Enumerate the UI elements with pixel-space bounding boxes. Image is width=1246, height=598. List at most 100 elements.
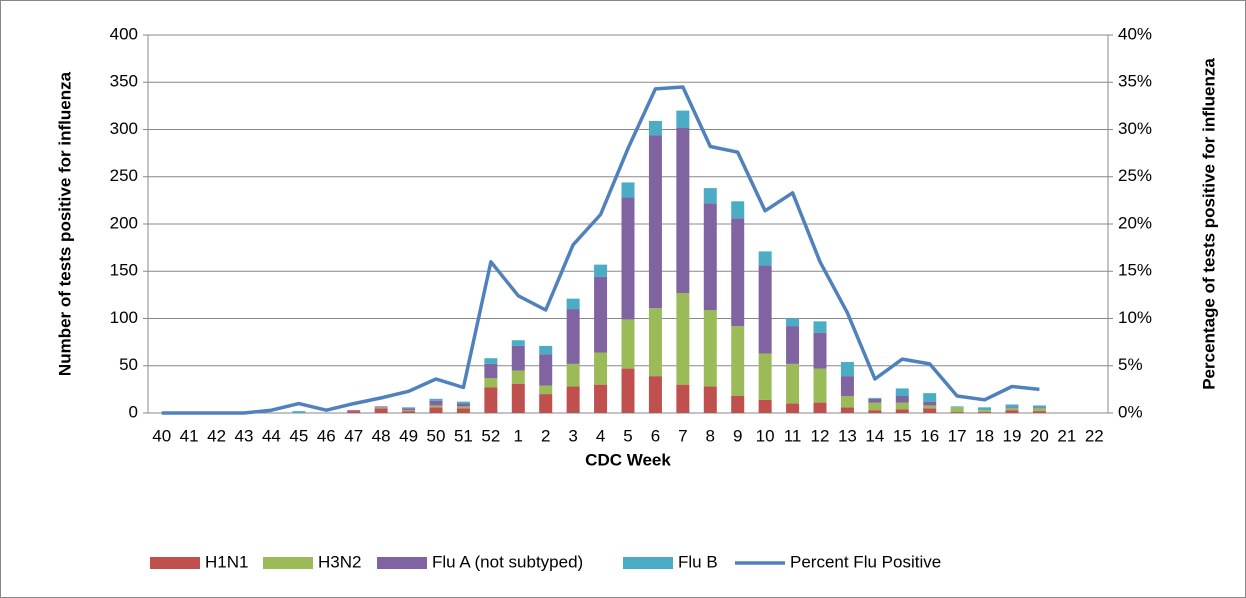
legend-label: Flu B <box>678 552 718 571</box>
x-tick-label: 50 <box>427 426 446 445</box>
bar-segment <box>813 321 827 333</box>
bar-segment <box>840 407 854 413</box>
bar-segment <box>703 188 717 204</box>
x-tick-label: 51 <box>454 426 473 445</box>
bar-segment <box>621 197 635 320</box>
bar-segment <box>374 407 388 409</box>
y2-tick-label: 15% <box>1118 261 1152 280</box>
y-tick-label: 150 <box>110 261 138 280</box>
y-tick-label: 50 <box>119 355 138 374</box>
bar-segment <box>292 411 306 413</box>
bar-segment <box>648 120 662 136</box>
bar-segment <box>895 388 909 396</box>
bar-segment <box>895 409 909 413</box>
x-tick-label: 4 <box>596 426 605 445</box>
bar-segment <box>539 385 553 395</box>
legend-swatch <box>623 557 673 569</box>
bar-segment <box>456 408 470 413</box>
bar-segment <box>1005 404 1019 408</box>
bar-segment <box>456 406 470 409</box>
x-tick-label: 41 <box>180 426 199 445</box>
bar-segment <box>868 402 882 411</box>
x-tick-label: 15 <box>893 426 912 445</box>
bar-segment <box>840 376 854 396</box>
bar-segment <box>868 398 882 403</box>
bar-segment <box>566 363 580 387</box>
x-tick-label: 52 <box>481 426 500 445</box>
bar-segment <box>566 298 580 310</box>
y2-axis-title: Percentage of tests positive for influen… <box>1199 58 1218 390</box>
bar-segment <box>347 410 361 412</box>
bar-segment <box>374 406 388 408</box>
bar-segment <box>758 251 772 266</box>
x-tick-label: 42 <box>207 426 226 445</box>
x-tick-label: 47 <box>344 426 363 445</box>
y2-tick-label: 5% <box>1118 355 1143 374</box>
bar-segment <box>594 276 608 353</box>
bar-segment <box>429 407 443 413</box>
x-tick-label: 2 <box>541 426 550 445</box>
bar-segment <box>1032 408 1046 412</box>
x-tick-label: 18 <box>975 426 994 445</box>
y-tick-label: 350 <box>110 72 138 91</box>
bar-segment <box>840 395 854 408</box>
y-tick-label: 200 <box>110 213 138 232</box>
bar-segment <box>950 407 964 413</box>
y2-tick-label: 0% <box>1118 402 1143 421</box>
bar-segment <box>621 319 635 369</box>
x-tick-label: 49 <box>399 426 418 445</box>
x-tick-label: 21 <box>1057 426 1076 445</box>
bar-segment <box>950 406 964 408</box>
x-tick-label: 1 <box>514 426 523 445</box>
legend-swatch <box>263 557 313 569</box>
bar-segment <box>1032 405 1046 408</box>
legend-swatch <box>377 557 427 569</box>
x-tick-label: 3 <box>568 426 577 445</box>
bar-segment <box>676 292 690 385</box>
bar-segment <box>539 345 553 355</box>
y2-tick-label: 40% <box>1118 24 1152 43</box>
line <box>161 85 1040 415</box>
bar-segment <box>484 378 498 388</box>
bar-segment <box>374 408 388 413</box>
bar-segment <box>402 408 416 411</box>
x-tick-label: 20 <box>1030 426 1049 445</box>
x-tick-label: 13 <box>838 426 857 445</box>
x-tick-label: 40 <box>152 426 171 445</box>
x-tick-label: 17 <box>948 426 967 445</box>
x-tick-label: 45 <box>289 426 308 445</box>
legend-label: Flu A (not subtyped) <box>432 552 583 571</box>
bar-segment <box>676 127 690 293</box>
x-tick-label: 14 <box>865 426 884 445</box>
x-axis-title: CDC Week <box>585 450 671 469</box>
bar-segment <box>1005 408 1019 411</box>
y2-tick-label: 30% <box>1118 119 1152 138</box>
bar-segment <box>429 398 443 401</box>
legend-label: H1N1 <box>205 552 248 571</box>
y2-tick-label: 20% <box>1118 213 1152 232</box>
bar-segment <box>456 401 470 404</box>
bar-segment <box>868 397 882 399</box>
bar-segment <box>347 411 361 413</box>
bar-segment <box>758 353 772 400</box>
bar-segment <box>566 309 580 364</box>
bar-segment <box>539 394 553 413</box>
bar-segment <box>978 412 992 413</box>
bar-segment <box>511 383 525 413</box>
bar-segment <box>895 402 909 410</box>
y-tick-label: 100 <box>110 308 138 327</box>
bar-segment <box>456 403 470 407</box>
bar-segment <box>786 326 800 364</box>
bar-segment <box>786 318 800 327</box>
legend-label: H3N2 <box>318 552 361 571</box>
bar-segment <box>731 395 745 413</box>
y2-tick-label: 35% <box>1118 72 1152 91</box>
x-tick-label: 5 <box>623 426 632 445</box>
y2-tick-label: 10% <box>1118 308 1152 327</box>
bar-segment <box>895 395 909 403</box>
bar-segment <box>484 387 498 413</box>
bar-segment <box>484 358 498 364</box>
x-tick-label: 46 <box>317 426 336 445</box>
x-tick-label: 7 <box>678 426 687 445</box>
